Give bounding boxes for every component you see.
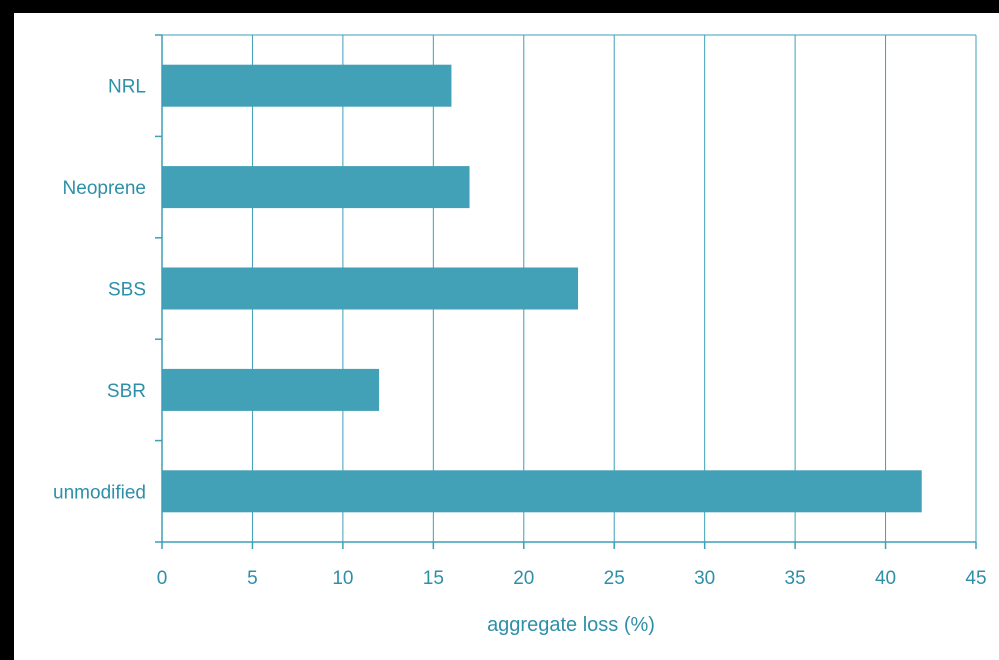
x-tick-label: 0 <box>157 568 168 589</box>
bar-sbs <box>162 267 579 310</box>
y-tick-label: unmodified <box>53 482 146 503</box>
y-axis: NRL Neoprene SBS SBR unmodified <box>53 34 163 543</box>
x-tick-label: 15 <box>423 568 444 589</box>
chart-panel: NRL Neoprene SBS SBR unmodified 0 5 10 15 20 25 30… <box>14 13 999 660</box>
bar-unmodified <box>162 470 922 513</box>
x-tick-label: 40 <box>875 568 896 589</box>
bar-sbr <box>162 368 380 411</box>
y-tick-label: Neoprene <box>63 178 146 199</box>
bars <box>162 64 922 513</box>
x-tick-label: 20 <box>513 568 534 589</box>
x-tick-label: 5 <box>247 568 258 589</box>
x-tick-label: 35 <box>785 568 806 589</box>
bar-neoprene <box>162 166 470 209</box>
x-tick-label: 30 <box>694 568 715 589</box>
x-axis-title: aggregate loss (%) <box>487 614 655 636</box>
grid-lines <box>162 34 977 542</box>
x-axis: 0 5 10 15 20 25 30 35 40 45 <box>157 541 987 589</box>
x-tick-label: 25 <box>604 568 625 589</box>
y-tick-label: SBR <box>107 381 146 402</box>
bar-chart: NRL Neoprene SBS SBR unmodified 0 5 10 15 20 25 30… <box>53 34 987 636</box>
bar-nrl <box>162 64 452 107</box>
y-tick-label: SBS <box>108 280 146 301</box>
x-tick-label: 10 <box>332 568 353 589</box>
x-tick-label: 45 <box>965 568 986 589</box>
y-tick-label: NRL <box>108 77 146 98</box>
